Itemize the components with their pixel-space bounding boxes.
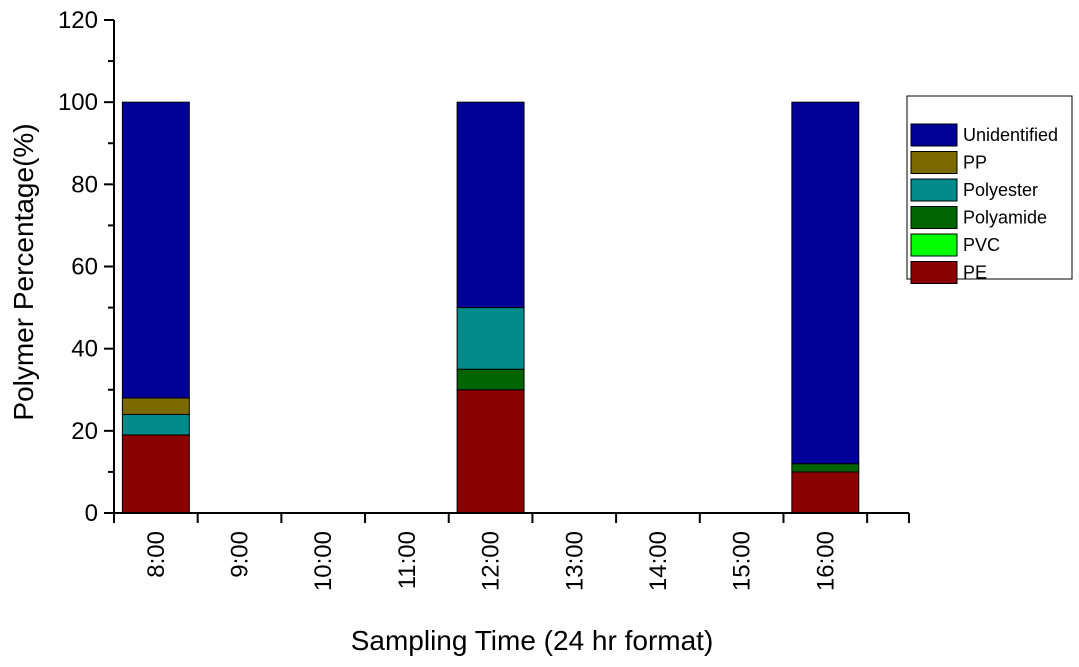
legend-swatch [910,178,958,202]
legend-label: Unidentified [963,125,1058,145]
x-tick-label: 16:00 [812,531,839,591]
y-tick-label: 60 [71,254,98,281]
bar-pe-1600 [791,471,860,514]
x-tick-label: 10:00 [310,531,337,591]
y-tick-label: 40 [71,336,98,363]
legend-label: Polyester [963,180,1038,200]
bar-pe-800 [121,434,190,514]
y-tick-label: 100 [58,89,98,116]
x-tick-label: 14:00 [645,531,672,591]
x-tick-label: 12:00 [478,531,505,591]
y-tick-label: 80 [71,171,98,198]
legend-swatch [910,261,958,284]
legend-label: PP [963,153,987,173]
bar-unidentified-800 [121,101,190,399]
bar-unidentified-1600 [791,101,860,465]
legend-swatch [910,233,958,257]
bar-unidentified-1200 [456,101,525,309]
bar-polyester-1200 [456,307,525,370]
legend-label: PVC [963,235,1000,255]
legend-label: PE [963,263,987,283]
x-tick-label: 13:00 [561,531,588,591]
x-axis-title: Sampling Time (24 hr format) [351,625,714,656]
legend-label: Polyamide [963,208,1047,228]
bar-polyamide-1600 [791,463,860,473]
x-tick-label: 9:00 [227,531,254,578]
x-tick-label: 11:00 [394,531,421,589]
bar-pe-1200 [456,389,525,514]
bars-layer [121,101,860,514]
bar-polyamide-1200 [456,368,525,391]
x-tick-label: 8:00 [143,531,170,578]
bar-pp-800 [121,397,190,415]
legend-swatch [910,151,958,174]
y-axis-title: Polymer Percentage(%) [8,123,39,420]
bar-polyester-800 [121,413,190,436]
axes-layer: 0 20 40 60 80 100 120 8:00 9:00 10:00 11:00 12:00 13… [58,7,910,591]
legend: Unidentified PP Polyester Polyamide PVC PE [906,95,1073,284]
y-tick-label: 0 [85,500,98,527]
legend-swatch [910,123,958,147]
legend-swatch [910,206,958,229]
y-tick-label: 20 [71,418,98,445]
y-tick-label: 120 [58,7,98,34]
x-tick-label: 15:00 [729,531,756,591]
